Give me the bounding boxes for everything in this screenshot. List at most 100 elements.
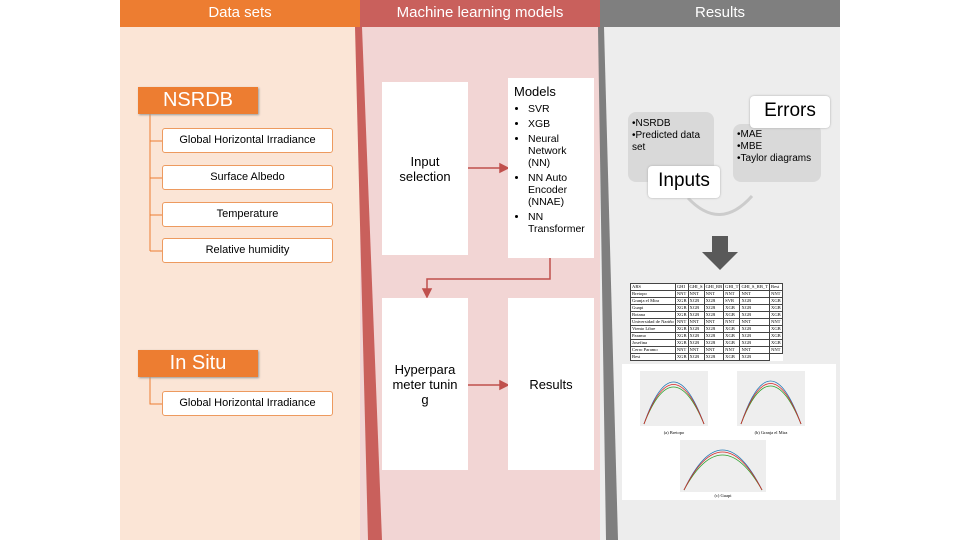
table-cell: XGB [739, 325, 770, 333]
table-cell: XGB [687, 297, 705, 305]
table-cell: XGB [687, 311, 705, 319]
table-cell: XGB [739, 297, 770, 305]
dataset-item: Surface Albedo [162, 165, 333, 190]
table-cell: GHI_T [723, 283, 741, 291]
table-cell: Bretopo [630, 290, 676, 298]
dataset-item: Temperature [162, 202, 333, 227]
table-row: Granja el Mira XGB XGB XGB SVR XGB XGB [630, 297, 783, 305]
table-cell: XGB [769, 304, 783, 312]
table-cell: NNT [703, 346, 725, 354]
dataset-label: NSRDB [138, 87, 258, 114]
table-row: Botana XGB XGB XGB XGB XGB XGB [630, 311, 783, 319]
table-cell: XGB [687, 325, 705, 333]
table-cell: NNT [723, 346, 741, 354]
model: NN Transformer [528, 211, 588, 235]
table-cell: Best [630, 353, 676, 361]
column-header: Data sets [208, 4, 272, 21]
model: XGB [528, 118, 588, 130]
table-cell: XGB [703, 311, 725, 319]
table-cell: XGB [687, 339, 705, 347]
table-cell: Cerro Paramo [630, 346, 676, 354]
table-cell: XGB [739, 332, 770, 340]
table-cell: XGB [723, 311, 741, 319]
table-cell: XGB [723, 353, 741, 361]
table-row: Best XGB XGB XGB XGB XGB [630, 353, 783, 361]
table-cell: XGB [769, 297, 783, 305]
table-cell: NNT [687, 290, 705, 298]
table-cell: XGB [674, 311, 689, 319]
input-item: •Predicted data set [632, 130, 701, 153]
table-cell: XGB [703, 304, 725, 312]
table-cell: NNT [687, 346, 705, 354]
table-cell: NNT [687, 318, 705, 326]
table-row: Bretopo NNT NNT NNT NNT NNT NNT [630, 290, 783, 298]
errors-box: •MAE •MBE •Taylor diagrams [733, 124, 821, 182]
table-cell: Botana [630, 311, 676, 319]
table-cell: NNT [739, 346, 770, 354]
table-cell: XGB [674, 332, 689, 340]
model: Neural Network (NN) [528, 133, 588, 169]
table-cell: NNT [674, 318, 689, 326]
table-cell: XGB [703, 332, 725, 340]
error-item: •MAE [737, 129, 763, 140]
dataset-label: In Situ [138, 350, 258, 377]
table-cell: XGB [739, 311, 770, 319]
table-cell: Viento Libre [630, 325, 676, 333]
errors-title: Errors [750, 96, 830, 128]
plot-caption: (b) Granja el Mira [754, 430, 788, 435]
error-item: •Taylor diagrams [737, 153, 812, 164]
table-cell: XGB [769, 325, 783, 333]
table-cell: NNT [739, 290, 770, 298]
table-cell: XGB [769, 332, 783, 340]
table-row: ARS GHI GHI_S GHI_RB GHI_T GHI_S_RB_T Best [630, 283, 783, 291]
table-cell: XGB [739, 304, 770, 312]
table-cell: GHI [674, 283, 689, 291]
table-cell: NNT [723, 318, 741, 326]
input-selection: Input selection [382, 82, 468, 255]
table-cell: NNT [674, 290, 689, 298]
table-cell: XGB [723, 332, 741, 340]
table-cell: NNT [769, 318, 783, 326]
models-title: Models [514, 84, 556, 99]
table-cell: NNT [769, 290, 783, 298]
table-cell: NNT [703, 290, 725, 298]
table-row: Josefina XGB XGB XGB XGB XGB XGB [630, 339, 783, 347]
table-cell: XGB [703, 297, 725, 305]
table-cell: NNT [769, 346, 783, 354]
table-cell: SVR [723, 297, 741, 305]
table-cell: Best [769, 283, 783, 291]
table-row: Paramo XGB XGB XGB XGB XGB XGB [630, 332, 783, 340]
input-item: •NSRDB [632, 118, 671, 129]
table-row: Cerro Paramo NNT NNT NNT NNT NNT NNT [630, 346, 783, 354]
table-cell: Guapi [630, 304, 676, 312]
table-cell: Granja el Mira [630, 297, 676, 305]
model: SVR [528, 103, 588, 115]
table-cell: XGB [703, 339, 725, 347]
table-cell: Universidad de Nariño [630, 318, 676, 326]
table-cell: NNT [674, 346, 689, 354]
table-row: Guapi XGB XGB XGB XGB XGB XGB [630, 304, 783, 312]
table-cell: GHI_RB [703, 283, 725, 291]
plot-caption: (c) Guapi [714, 493, 732, 498]
table-cell: Paramo [630, 332, 676, 340]
models-list: SVR XGB Neural Network (NN) NN Auto Enco… [514, 103, 588, 235]
table-row: Universidad de Nariño NNT NNT NNT NNT NNT NNT [630, 318, 783, 326]
ml-results: Results [508, 298, 594, 470]
plot-caption: (a) Bretopo [663, 430, 685, 435]
results-table: ARS GHI GHI_S GHI_RB GHI_T GHI_S_RB_T Best Bret… [630, 283, 783, 361]
table-cell: XGB [687, 304, 705, 312]
table-cell: XGB [723, 304, 741, 312]
error-item: •MBE [737, 141, 763, 152]
table-cell: XGB [723, 339, 741, 347]
dataset-item: Global Horizontal Irradiance [162, 391, 333, 416]
table-cell: XGB [687, 353, 705, 361]
table-cell: XGB [674, 304, 689, 312]
model: NN Auto Encoder (NNAE) [528, 172, 588, 208]
table-cell: XGB [674, 325, 689, 333]
table-cell: NNT [723, 290, 741, 298]
dataset-item: Relative humidity [162, 238, 333, 263]
table-cell: NNT [739, 318, 770, 326]
models-box: Models SVR XGB Neural Network (NN) NN Au… [508, 78, 594, 258]
